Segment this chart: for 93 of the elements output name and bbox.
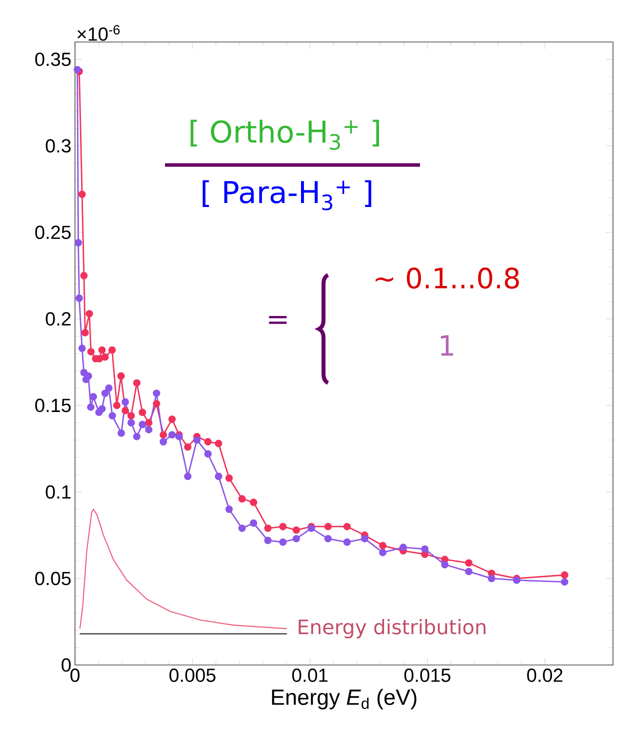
annotation: = — [269, 316, 287, 324]
y-tick-label: 0.05 — [35, 572, 71, 586]
point — [87, 348, 95, 356]
point — [279, 522, 287, 530]
point — [214, 472, 222, 480]
point — [86, 310, 94, 318]
point — [76, 294, 83, 302]
text: ×10$^{-6}$ — [78, 25, 120, 41]
point — [264, 536, 272, 544]
point — [145, 419, 152, 426]
point — [225, 474, 233, 482]
point — [168, 431, 176, 439]
x-tick-label: 0.005 — [169, 668, 216, 682]
point — [87, 403, 94, 411]
point — [250, 519, 258, 527]
point — [81, 329, 89, 336]
annotation: 1 — [440, 335, 454, 356]
x-tick-label: 0.015 — [404, 668, 450, 682]
point — [101, 390, 109, 397]
point — [160, 431, 168, 439]
y-tick-label: 0.1 — [46, 485, 71, 499]
series-label: Energy distribution — [298, 618, 486, 638]
point — [78, 344, 86, 352]
point — [441, 560, 448, 568]
point — [184, 472, 192, 480]
point — [238, 524, 246, 532]
y-tick-label: 0.3 — [46, 139, 71, 153]
point — [118, 429, 125, 437]
point — [214, 440, 222, 448]
point — [133, 379, 140, 387]
point — [193, 436, 201, 444]
point — [138, 420, 146, 428]
point — [292, 534, 300, 542]
point — [379, 548, 386, 556]
point — [465, 568, 472, 576]
annotation: ~ 0.1...0.8 — [376, 268, 519, 289]
point — [113, 402, 121, 410]
point — [145, 426, 152, 434]
point — [292, 526, 300, 534]
point — [98, 346, 106, 354]
point — [168, 416, 176, 423]
point — [133, 432, 140, 440]
y-tick-label: 0.2 — [46, 312, 71, 326]
point — [108, 412, 116, 420]
point — [204, 450, 212, 458]
point — [152, 390, 160, 397]
point — [465, 559, 472, 567]
point — [127, 412, 135, 420]
point — [360, 534, 368, 542]
point — [122, 406, 129, 414]
point — [560, 571, 568, 579]
point — [400, 544, 407, 552]
point — [421, 545, 429, 553]
point — [138, 408, 146, 416]
point — [204, 438, 212, 446]
point — [90, 393, 98, 400]
point — [117, 372, 125, 380]
point — [379, 542, 386, 550]
x-tick-label: 0.01 — [292, 668, 328, 682]
point — [101, 353, 109, 361]
y-tick-label: 0.15 — [35, 398, 71, 412]
point — [488, 574, 496, 582]
point — [105, 384, 113, 392]
point — [127, 419, 135, 426]
point — [152, 400, 160, 408]
line-series — [79, 508, 288, 630]
point — [560, 578, 568, 586]
point — [264, 524, 272, 532]
point — [74, 239, 82, 246]
point — [98, 405, 106, 413]
annotation: [ Ortho-H$_{3}$$^{+}$ ] — [190, 120, 379, 150]
point — [279, 538, 287, 546]
annotation: [ Para-H$_{3}$$^{+}$ ] — [202, 180, 372, 210]
point — [343, 522, 351, 530]
point — [80, 272, 88, 280]
x-tick-label: 0 — [70, 668, 80, 682]
point — [122, 398, 129, 406]
point — [108, 346, 116, 354]
y-tick-label: 0.35 — [35, 52, 71, 66]
point — [78, 190, 86, 198]
point — [343, 538, 351, 546]
x-axis-title: Energy E$_{d}$ (eV) — [272, 688, 416, 710]
point — [324, 534, 332, 542]
point — [84, 372, 92, 380]
point — [160, 438, 168, 446]
point — [250, 498, 258, 506]
point — [184, 443, 192, 451]
point — [238, 495, 246, 503]
point — [225, 506, 233, 513]
y-tick-label: 0.25 — [35, 226, 71, 240]
y-tick-label: 0 — [62, 658, 71, 672]
x-tick-label: 0.02 — [527, 668, 562, 682]
point — [324, 522, 332, 530]
